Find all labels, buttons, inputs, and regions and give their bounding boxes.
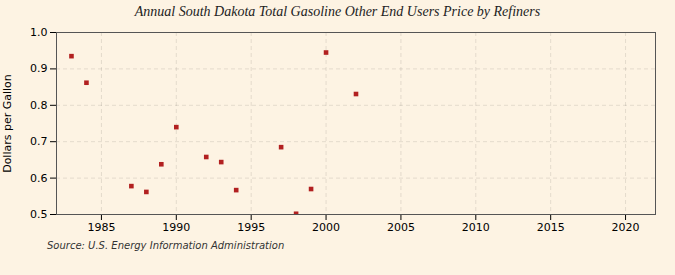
html-text:Annual South Dakota Total Gaso: Annual South Dakota Total Gasoline Other…	[134, 4, 541, 19]
html-text:Source: U.S. Energy Informatio: Source: U.S. Energy Information Administ…	[47, 240, 285, 251]
svg-text:1990: 1990	[162, 221, 190, 234]
svg-text:Dollars per Gallon: Dollars per Gallon	[1, 74, 14, 173]
svg-text:0.8: 0.8	[30, 99, 48, 112]
svg-text:0.6: 0.6	[30, 172, 48, 185]
svg-text:2020: 2020	[612, 221, 640, 234]
svg-text:1.0: 1.0	[30, 26, 48, 39]
svg-text:0.5: 0.5	[30, 208, 48, 221]
svg-text:2015: 2015	[537, 221, 565, 234]
svg-text:2000: 2000	[312, 221, 340, 234]
svg-text:1995: 1995	[237, 221, 265, 234]
svg-text:2010: 2010	[462, 221, 490, 234]
svg-text:0.7: 0.7	[30, 135, 48, 148]
svg-text:0.9: 0.9	[30, 62, 48, 75]
svg-text:2005: 2005	[387, 221, 415, 234]
svg-text:1985: 1985	[87, 221, 115, 234]
